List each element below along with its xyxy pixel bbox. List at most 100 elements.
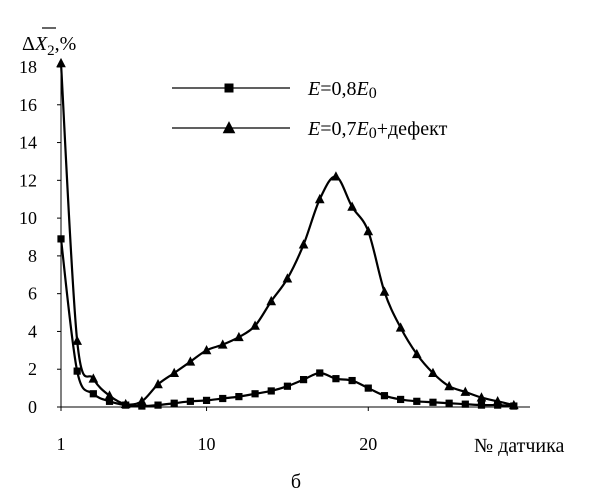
y-tick-label: 14	[19, 133, 37, 153]
legend-label-eq: =0,8	[320, 78, 356, 100]
y-tick-labels: 0 2 4 6 8 10 12 14 16 18	[19, 57, 37, 417]
data-point	[219, 394, 227, 403]
y-tick-label: 2	[28, 359, 37, 379]
data-point	[299, 376, 308, 384]
data-point	[105, 397, 114, 405]
data-point	[234, 331, 244, 342]
data-point	[461, 400, 469, 408]
x-tick-labels: 1 10 20	[57, 434, 378, 454]
x-tick-label: 20	[359, 434, 377, 454]
data-point	[138, 402, 146, 410]
y-tick-label: 10	[19, 208, 37, 228]
y-axis-title-unit: ,%	[55, 33, 77, 55]
y-tick-label: 8	[28, 246, 37, 266]
data-point	[266, 295, 277, 306]
data-point	[379, 286, 390, 296]
y-tick-label: 16	[19, 95, 37, 115]
data-point	[298, 239, 309, 249]
data-point	[73, 367, 81, 375]
data-point	[380, 392, 389, 400]
data-point	[217, 339, 228, 349]
data-point	[492, 396, 503, 406]
y-tick-label: 12	[19, 170, 37, 190]
data-point	[348, 376, 356, 385]
data-point	[202, 396, 211, 404]
data-point	[460, 386, 471, 396]
legend-label: E=0,7E0+дефект	[307, 118, 448, 142]
data-point	[397, 395, 405, 404]
data-point	[137, 396, 147, 406]
x-axis-title: № датчика	[474, 435, 565, 457]
y-tick-label: 4	[28, 321, 37, 341]
data-point	[395, 322, 406, 332]
data-point	[477, 401, 486, 409]
data-point	[186, 397, 194, 405]
legend-label-eq: =0,7	[320, 118, 356, 140]
y-axis-title-delta: Δ	[22, 33, 35, 55]
data-point	[411, 348, 422, 359]
data-point	[282, 273, 293, 283]
data-point	[120, 398, 131, 409]
y-axis-title-x: X	[34, 33, 48, 55]
series-line	[59, 238, 514, 408]
data-point	[201, 345, 212, 355]
legend-item-2: E=0,7E0+дефект	[172, 118, 448, 142]
y-tick-label: 0	[28, 397, 37, 417]
data-point	[104, 390, 115, 400]
y-axis-title-text: ΔX2,%	[22, 33, 76, 59]
legend-label-var2: E	[356, 78, 369, 100]
data-point	[331, 171, 341, 181]
data-point	[283, 382, 292, 390]
data-point	[364, 384, 372, 392]
legend-label-var: E	[307, 78, 320, 100]
data-point	[56, 57, 66, 68]
data-point	[154, 401, 162, 409]
data-point	[429, 398, 437, 406]
data-point	[169, 367, 180, 377]
data-point	[250, 320, 260, 330]
legend-label-sub: 0	[369, 125, 377, 142]
x-tick-label: 1	[57, 434, 66, 454]
legend-label-var2: E	[356, 118, 369, 140]
data-point	[413, 397, 421, 405]
legend-label-rest: +дефект	[377, 118, 448, 140]
y-tick-label: 18	[19, 57, 37, 77]
data-point	[363, 226, 374, 236]
subfigure-label: б	[291, 471, 301, 493]
data-point	[72, 335, 83, 345]
data-point	[267, 387, 275, 395]
data-point	[444, 380, 454, 391]
legend-triangle-marker	[222, 121, 236, 134]
data-point	[476, 392, 487, 402]
data-point	[332, 375, 340, 383]
legend-item-1: E=0,8E0	[172, 78, 377, 102]
data-point	[445, 399, 453, 407]
series-2	[56, 57, 519, 410]
data-point	[316, 369, 324, 377]
legend-label: E=0,8E0	[307, 78, 377, 102]
legend-label-var: E	[307, 118, 320, 140]
data-point	[185, 356, 196, 366]
axes	[57, 66, 530, 411]
data-point	[428, 367, 438, 377]
legend-square-marker	[224, 83, 234, 93]
y-tick-label: 6	[28, 284, 37, 304]
legend-label-sub: 0	[369, 85, 377, 102]
series-line	[59, 63, 515, 407]
data-point	[235, 393, 243, 401]
y-axis-title-sub: 2	[47, 43, 55, 59]
x-tick-label: 10	[198, 434, 216, 454]
data-point	[508, 399, 519, 410]
data-point	[89, 390, 97, 398]
data-point	[170, 399, 178, 407]
series-group	[56, 57, 519, 410]
data-point	[251, 390, 259, 398]
data-point	[347, 201, 357, 211]
data-point	[153, 379, 163, 389]
data-point	[88, 373, 99, 383]
data-point	[314, 193, 325, 204]
y-axis-title: ΔX2,%	[22, 27, 76, 59]
